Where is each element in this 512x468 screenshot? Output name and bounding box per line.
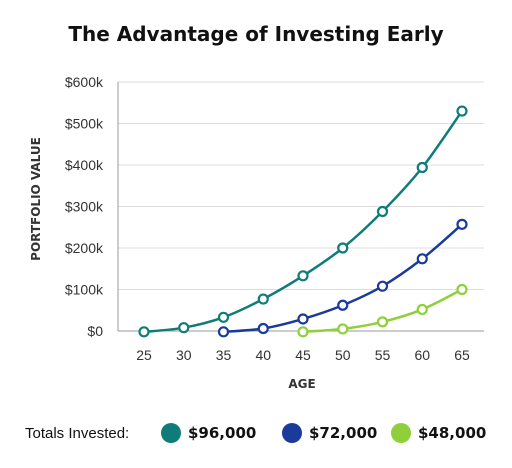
- x-tick-label: 50: [335, 347, 351, 363]
- x-tick-label: 45: [295, 347, 311, 363]
- x-tick-label: 30: [176, 347, 192, 363]
- x-tick-label: 40: [255, 347, 271, 363]
- data-point: [456, 218, 468, 230]
- legend-entry: $48,000: [418, 424, 486, 442]
- x-tick-label: 25: [136, 347, 152, 363]
- data-point: [376, 280, 389, 292]
- series-line-0: [142, 109, 464, 334]
- y-tick-label: $300k: [65, 199, 104, 215]
- y-tick-label: $200k: [65, 240, 104, 256]
- x-axis-title: AGE: [288, 377, 315, 391]
- legend-label: Totals Invested:: [25, 425, 129, 442]
- y-tick-label: $100k: [65, 282, 104, 298]
- legend-swatch: [391, 423, 411, 443]
- data-point: [456, 105, 468, 117]
- data-point: [376, 205, 389, 218]
- data-point: [337, 299, 349, 311]
- data-point: [456, 283, 468, 296]
- y-tick-label: $0: [87, 323, 103, 339]
- data-point: [257, 322, 269, 335]
- series-line-1: [222, 223, 464, 334]
- y-tick-label: $600k: [65, 74, 104, 90]
- gridlines: [117, 81, 484, 332]
- x-tick-label: 65: [454, 347, 470, 363]
- legend-entry: $96,000: [188, 424, 256, 442]
- x-tick-label: 55: [375, 347, 391, 363]
- data-point: [178, 322, 190, 334]
- legend-entry: $72,000: [309, 424, 377, 442]
- data-point: [257, 293, 269, 305]
- series-group: [138, 105, 468, 338]
- y-axis-ticks: $0 $100k $200k $300k $400k $500k $600k: [65, 74, 104, 339]
- data-point: [337, 242, 349, 254]
- data-point: [217, 326, 230, 338]
- data-point: [416, 303, 428, 316]
- data-point: [297, 326, 309, 338]
- data-point: [138, 326, 150, 338]
- data-point: [217, 311, 230, 323]
- x-tick-label: 35: [216, 347, 232, 363]
- data-point: [416, 253, 428, 265]
- x-tick-label: 60: [414, 347, 430, 363]
- y-axis-title: PORTFOLIO VALUE: [29, 137, 43, 261]
- data-point: [297, 313, 309, 325]
- legend: Totals Invested: $96,000 $72,000 $48,000: [25, 423, 486, 443]
- legend-swatch: [161, 423, 181, 443]
- chart-title: The Advantage of Investing Early: [68, 22, 443, 46]
- y-tick-label: $400k: [65, 157, 104, 173]
- x-axis-ticks: 25 30 35 40 45 50 55 60 65: [136, 347, 470, 363]
- data-point: [297, 270, 309, 282]
- y-tick-label: $500k: [65, 116, 104, 132]
- legend-swatch: [282, 423, 302, 443]
- data-point: [337, 323, 349, 335]
- data-point: [376, 316, 389, 328]
- data-point: [416, 161, 428, 174]
